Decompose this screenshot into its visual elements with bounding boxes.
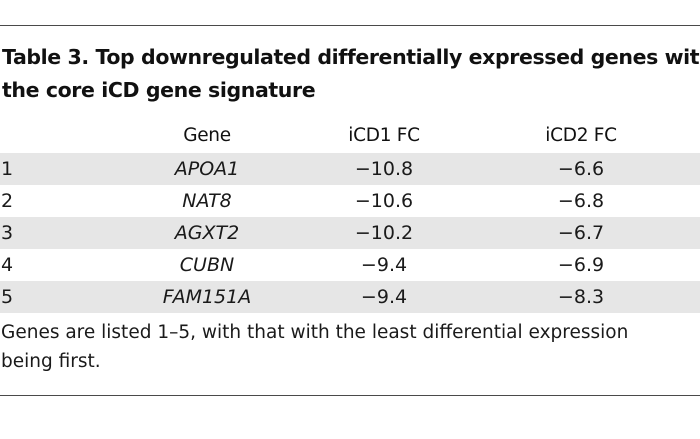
rank-cell: 1 <box>1 158 14 180</box>
rank-cell: 5 <box>1 286 14 308</box>
gene-cell: FAM151A <box>162 286 252 308</box>
top-rule <box>0 25 700 26</box>
table-footnote: Genes are listed 1–5, with that with the… <box>1 318 681 376</box>
table-row: 3 AGXT2 −10.2 −6.7 <box>0 217 700 249</box>
table-row: 5 FAM151A −9.4 −8.3 <box>0 281 700 313</box>
gene-cell: AGXT2 <box>174 222 240 244</box>
icd1-fc-cell: −9.4 <box>360 254 408 276</box>
caption-line-2: the core iCD gene signature <box>2 78 316 102</box>
icd2-fc-cell: −8.3 <box>557 286 605 308</box>
icd2-fc-cell: −6.8 <box>557 190 605 212</box>
caption-line-1: Table 3. Top downregulated differentiall… <box>2 45 700 69</box>
header-icd2-fc: iCD2 FC <box>545 125 617 146</box>
rank-cell: 4 <box>1 254 14 276</box>
gene-cell: NAT8 <box>182 190 232 212</box>
table-row: 4 CUBN −9.4 −6.9 <box>0 249 700 281</box>
table-caption: Table 3. Top downregulated differentiall… <box>2 41 700 107</box>
icd1-fc-cell: −10.2 <box>354 222 414 244</box>
rank-cell: 2 <box>1 190 14 212</box>
gene-table: Gene iCD1 FC iCD2 FC 1 APOA1 −10.8 −6.6 … <box>0 120 700 313</box>
bottom-rule <box>0 395 700 396</box>
table-row: 1 APOA1 −10.8 −6.6 <box>0 153 700 185</box>
header-icd1-fc: iCD1 FC <box>348 125 420 146</box>
table-header-row: Gene iCD1 FC iCD2 FC <box>0 120 700 153</box>
rank-cell: 3 <box>1 222 14 244</box>
header-gene: Gene <box>183 125 231 146</box>
icd2-fc-cell: −6.6 <box>557 158 605 180</box>
footnote-line-1: Genes are listed 1–5, with that with the… <box>1 322 629 343</box>
table-row: 2 NAT8 −10.6 −6.8 <box>0 185 700 217</box>
icd1-fc-cell: −10.6 <box>354 190 414 212</box>
footnote-line-2: being first. <box>1 351 101 372</box>
icd2-fc-cell: −6.9 <box>557 254 605 276</box>
icd1-fc-cell: −10.8 <box>354 158 414 180</box>
gene-cell: CUBN <box>179 254 235 276</box>
gene-cell: APOA1 <box>174 158 240 180</box>
icd2-fc-cell: −6.7 <box>557 222 605 244</box>
icd1-fc-cell: −9.4 <box>360 286 408 308</box>
